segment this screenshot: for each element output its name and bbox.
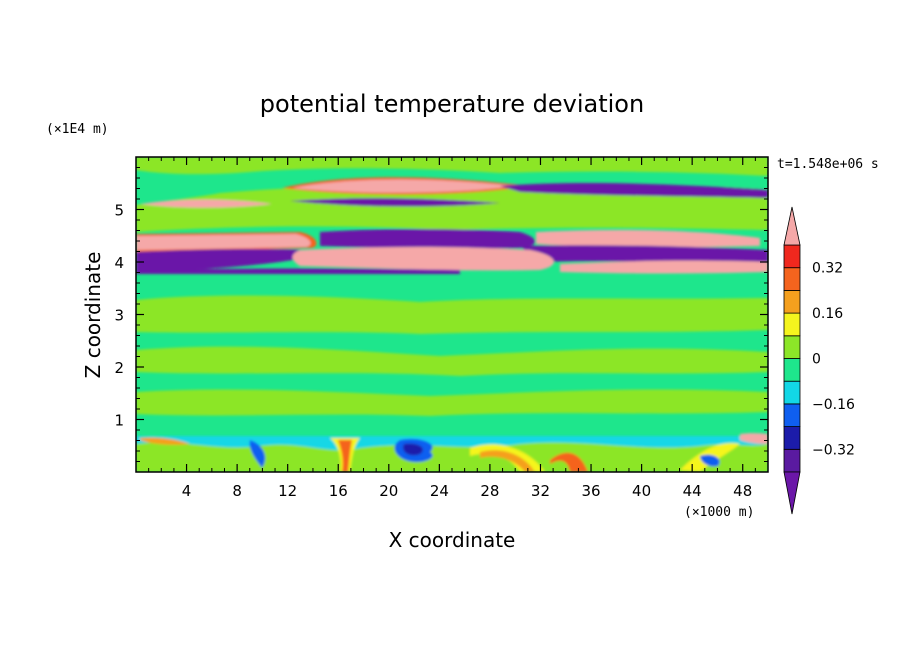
- y-tick-label: 4: [114, 254, 124, 272]
- colorbar-label: 0: [812, 352, 821, 368]
- x-tick-label: 40: [632, 482, 651, 500]
- y-unit-label: (×1E4 m): [46, 122, 109, 137]
- x-tick-label: 20: [379, 482, 398, 500]
- colorbar-swatch: [783, 244, 801, 269]
- y-tick-label: 5: [114, 202, 124, 220]
- x-tick-label: 32: [531, 482, 550, 500]
- x-axis-label: X coordinate: [389, 528, 516, 552]
- pink-upper-left: [140, 199, 272, 208]
- pink-40-right-low: [560, 260, 768, 274]
- green-mottle-3: [136, 389, 768, 416]
- purple-eddies-mid: [403, 443, 423, 456]
- colorbar-swatch: [783, 403, 801, 427]
- pink-45-left-core: [136, 234, 311, 250]
- pink-right-edge: [740, 433, 768, 444]
- x-ticks: 4 8 12 16 20 24 28 32 36 40 44 48: [148, 157, 756, 500]
- purple-upper-right: [500, 183, 768, 198]
- band-green-52: [136, 185, 768, 232]
- colorbar-swatch: [783, 448, 801, 473]
- y-tick-label: 3: [114, 307, 124, 325]
- x-tick-label: 12: [278, 482, 297, 500]
- x-tick-label: 16: [329, 482, 348, 500]
- purple-40-left: [136, 249, 330, 272]
- colorbar-over-arrow: [783, 206, 801, 246]
- colorbar-swatch: [783, 267, 801, 291]
- orange-plume-27: [480, 450, 535, 472]
- purple-upper-mid: [290, 198, 500, 207]
- colorbar: 0.32 0.16 0 −0.16 −0.32: [783, 206, 855, 515]
- blue-eddies-left: [249, 440, 266, 468]
- y-tick-label: 1: [114, 412, 124, 430]
- chart-title: potential temperature deviation: [260, 90, 644, 118]
- colorbar-swatch: [783, 335, 801, 359]
- colorbar-label: 0.32: [812, 261, 843, 277]
- blue-eddy-right: [700, 454, 720, 467]
- x-unit-label: (×1000 m): [684, 505, 754, 520]
- pink-40-mid: [292, 247, 554, 271]
- time-label: t=1.548e+06 s: [777, 157, 879, 172]
- orange-plume-34: [550, 452, 588, 472]
- colorbar-swatch: [783, 312, 801, 337]
- x-tick-label: 24: [430, 482, 449, 500]
- orange-eddy-left: [140, 437, 190, 445]
- green-mottle-1: [136, 295, 768, 334]
- colorbar-under-arrow: [783, 471, 801, 515]
- x-tick-label: 4: [182, 482, 192, 500]
- colorbar-swatch: [783, 426, 801, 450]
- x-tick-label: 48: [733, 482, 752, 500]
- x-tick-label: 28: [480, 482, 499, 500]
- y-axis-label: Z coordinate: [81, 252, 105, 379]
- contour-field: [136, 157, 768, 472]
- field-patterns: [136, 157, 768, 472]
- y-ticks: 1 2 3 4 5: [114, 167, 768, 462]
- green-boundary-mix: [136, 442, 768, 472]
- x-tick-label: 8: [232, 482, 242, 500]
- y-tick-label: 2: [114, 359, 124, 377]
- orange-plume-16: [338, 440, 352, 472]
- colorbar-label: −0.32: [812, 442, 855, 458]
- green-mottle-2: [136, 346, 768, 376]
- x-tick-label: 44: [683, 482, 702, 500]
- x-tick-label: 36: [581, 482, 600, 500]
- colorbar-label: −0.16: [812, 397, 855, 413]
- pink-upper-mid-core: [292, 179, 515, 193]
- colorbar-swatch: [783, 289, 801, 314]
- pink-45-right: [536, 230, 760, 248]
- purple-45-mid: [320, 229, 535, 249]
- purple-38-line: [136, 268, 460, 274]
- colorbar-label: 0.16: [812, 306, 843, 322]
- colorbar-swatch: [783, 358, 801, 382]
- band-top-green: [136, 157, 768, 176]
- colorbar-swatch: [783, 380, 801, 405]
